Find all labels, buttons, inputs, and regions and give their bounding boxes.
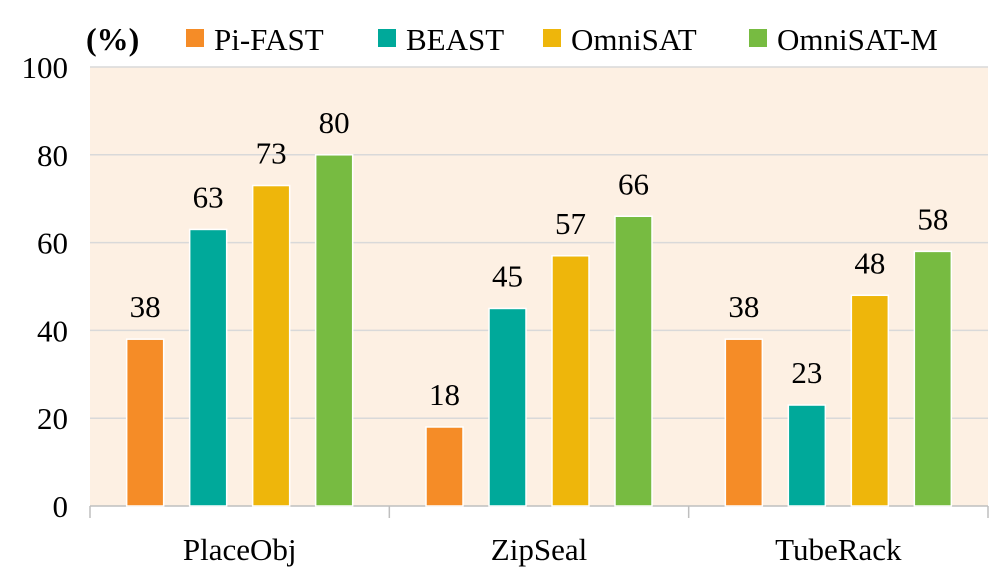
plot-area <box>90 67 988 506</box>
legend: Pi-FAST BEAST OmniSAT OmniSAT-M <box>186 22 938 57</box>
legend-label: OmniSAT <box>571 22 697 57</box>
data-label: 63 <box>193 179 224 214</box>
data-label: 45 <box>492 258 523 293</box>
legend-label: BEAST <box>406 22 504 57</box>
bar <box>850 294 890 507</box>
y-tick-label: 40 <box>37 313 68 348</box>
bar <box>551 255 590 507</box>
bar <box>488 307 527 507</box>
y-tick-label: 20 <box>37 401 68 436</box>
data-label: 66 <box>618 166 649 201</box>
data-label: 18 <box>429 377 460 412</box>
data-labels: 38 63 73 80 18 45 57 66 38 23 48 58 <box>130 105 949 412</box>
bar <box>614 215 653 507</box>
bar <box>787 404 827 507</box>
y-tick-label: 0 <box>53 489 69 524</box>
bar <box>314 154 354 507</box>
data-label: 48 <box>854 245 885 280</box>
legend-swatch <box>186 29 204 47</box>
bar <box>913 250 953 507</box>
data-label: 23 <box>791 355 822 390</box>
x-tick-label: ZipSeal <box>491 532 587 567</box>
x-axis: PlaceObj ZipSeal TubeRack <box>89 505 989 567</box>
gridlines <box>90 66 988 419</box>
data-label: 58 <box>917 201 948 236</box>
data-label: 80 <box>319 105 350 140</box>
data-label: 73 <box>256 136 287 171</box>
bar <box>251 184 291 507</box>
y-tick-label: 100 <box>22 50 69 85</box>
legend-swatch <box>749 29 767 47</box>
legend-swatch <box>543 29 561 47</box>
unit-label: (%) <box>86 21 139 57</box>
data-label: 38 <box>130 289 161 324</box>
data-label: 57 <box>555 206 586 241</box>
legend-label: OmniSAT-M <box>777 22 938 57</box>
x-tick-label: TubeRack <box>775 532 902 567</box>
bar <box>724 338 764 507</box>
bars <box>125 154 953 507</box>
legend-swatch <box>378 29 396 47</box>
y-tick-label: 60 <box>37 226 68 261</box>
y-tick-label: 80 <box>37 138 68 173</box>
bar <box>188 228 228 507</box>
bar <box>425 426 464 507</box>
data-label: 38 <box>728 289 759 324</box>
bar <box>125 338 165 507</box>
legend-label: Pi-FAST <box>214 22 324 57</box>
y-axis: 0 20 40 60 80 100 <box>22 50 69 524</box>
x-tick-label: PlaceObj <box>183 532 297 567</box>
